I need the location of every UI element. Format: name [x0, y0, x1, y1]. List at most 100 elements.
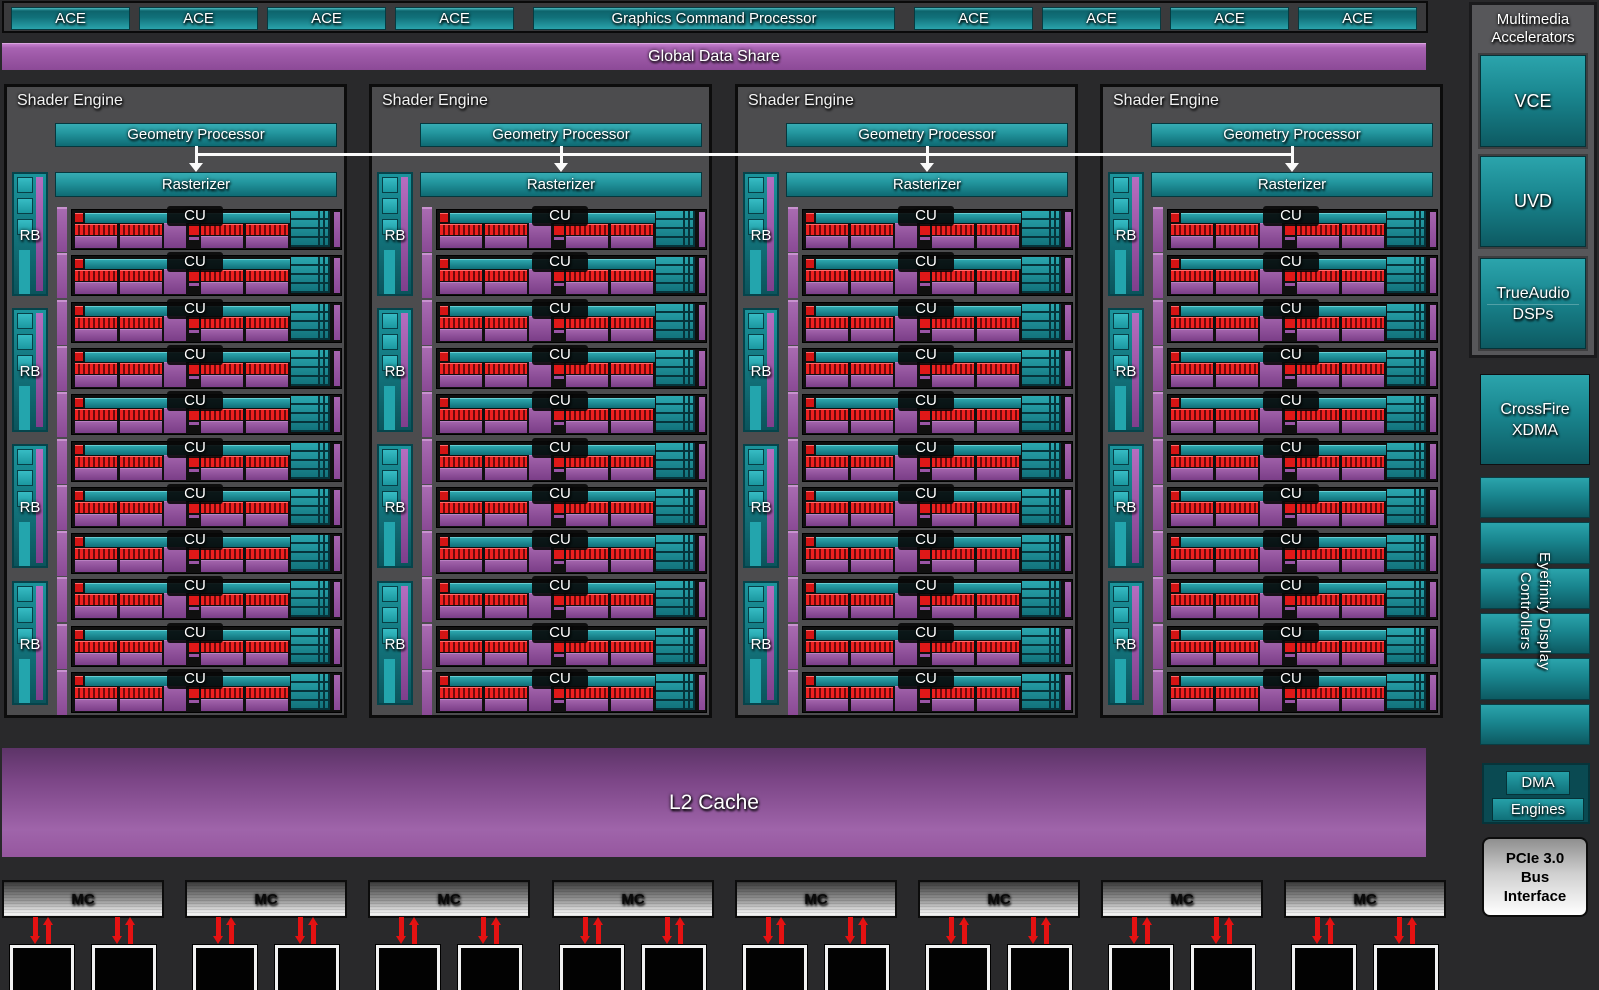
simd-purple-block	[566, 653, 608, 665]
simd-purple-block	[120, 699, 162, 711]
cu-texture-grid	[656, 674, 695, 710]
cu-label: CU	[532, 576, 588, 596]
up-arrow	[1325, 917, 1336, 944]
cu-red-dot	[1171, 491, 1179, 500]
cu-right-stripe	[334, 351, 340, 386]
geometry-processor: Geometry Processor	[786, 123, 1068, 147]
cu-red-dot	[806, 491, 814, 500]
cu-texture-grid	[1387, 443, 1426, 479]
up-arrow	[1041, 917, 1052, 944]
rb-solid-cell	[748, 198, 764, 214]
simd-purple-block	[932, 514, 974, 526]
rb-block: RB	[377, 308, 413, 432]
simd-red-block	[851, 687, 893, 698]
rb-solid-cell	[748, 586, 764, 602]
simd-purple-block	[611, 468, 653, 480]
simd-red-block	[977, 317, 1019, 328]
simd-purple-block	[201, 468, 243, 480]
cu-red-dot	[75, 630, 83, 639]
cu-side-bar	[57, 577, 67, 622]
simd-purple-block	[1171, 282, 1213, 294]
simd-red-block	[1342, 317, 1384, 328]
rb-grid-cell	[750, 555, 761, 566]
memory-chip	[642, 945, 706, 990]
rb-grid-cell	[1115, 670, 1126, 681]
cu-right-stripe	[1065, 675, 1071, 710]
simd-purple-block	[1342, 375, 1384, 387]
cu-red-dot	[440, 259, 448, 268]
cu-label: CU	[532, 438, 588, 458]
cu-texture-grid	[1387, 581, 1426, 617]
simd-purple-block	[201, 514, 243, 526]
cu-purple-square	[895, 269, 917, 294]
shader-engine-title: Shader Engine	[1113, 92, 1219, 110]
memory-chip	[1109, 945, 1173, 990]
simd-purple-block	[851, 606, 893, 618]
memory-controller: MC	[1101, 880, 1263, 918]
simd-red-block	[1342, 224, 1384, 235]
simd-purple-block	[440, 375, 482, 387]
cu-block: CU	[71, 487, 342, 528]
simd-purple-block	[1171, 236, 1213, 248]
cu-right-stripe	[1430, 258, 1436, 293]
rb-solid-cell	[748, 313, 764, 329]
cu-right-stripe	[1430, 305, 1436, 340]
cu-purple-square	[1260, 593, 1282, 618]
simd-purple-block	[611, 514, 653, 526]
simd-red-block	[120, 409, 162, 420]
simd-red-block	[611, 224, 653, 235]
cu-right-stripe	[699, 258, 705, 293]
simd-red-block	[977, 409, 1019, 420]
rb-grid-cell	[19, 397, 30, 408]
rasterizer: Rasterizer	[786, 172, 1068, 197]
cu-texture-grid	[1022, 443, 1061, 479]
up-arrow	[858, 917, 869, 944]
cu-block: CU	[1167, 487, 1438, 528]
rb-grid-cell	[384, 386, 395, 397]
cu-center-purple	[554, 654, 564, 657]
cu-right-stripe	[699, 351, 705, 386]
simd-purple-block	[75, 606, 117, 618]
simd-red-block	[75, 502, 117, 513]
simd-purple-block	[806, 606, 848, 618]
rb-grid-cell	[1115, 659, 1126, 670]
simd-red-block	[977, 456, 1019, 467]
simd-purple-block	[806, 282, 848, 294]
simd-purple-block	[440, 282, 482, 294]
simd-purple-block	[932, 653, 974, 665]
simd-red-block	[611, 502, 653, 513]
simd-red-block	[1216, 687, 1258, 698]
simd-red-block	[485, 641, 527, 652]
cu-side-bar	[1153, 577, 1163, 622]
simd-purple-block	[566, 282, 608, 294]
cu-red-dot	[440, 630, 448, 639]
simd-purple-block	[932, 375, 974, 387]
simd-red-block	[806, 224, 848, 235]
simd-purple-block	[440, 560, 482, 572]
cu-center-purple	[920, 330, 930, 333]
simd-red-block	[851, 363, 893, 374]
down-arrow	[1312, 917, 1323, 944]
simd-purple-block	[120, 560, 162, 572]
simd-purple-block	[201, 329, 243, 341]
cu-label: CU	[167, 345, 223, 365]
cu-block: CU	[71, 672, 342, 713]
simd-purple-block	[806, 329, 848, 341]
simd-purple-block	[851, 421, 893, 433]
simd-red-block	[851, 594, 893, 605]
cu-label: CU	[1263, 252, 1319, 272]
cu-purple-square	[895, 408, 917, 433]
cu-center-purple	[920, 654, 930, 657]
cu-right-stripe	[699, 582, 705, 617]
cu-right-stripe	[334, 397, 340, 432]
memory-controller: MC	[185, 880, 347, 918]
simd-red-block	[440, 317, 482, 328]
cu-purple-square	[529, 686, 551, 711]
cu-center-purple	[189, 700, 199, 703]
down-arrow	[845, 917, 856, 944]
rb-grid-cell	[750, 272, 761, 283]
rb-solid-cell	[17, 470, 33, 486]
cu-center-purple	[1285, 376, 1295, 379]
simd-purple-block	[1297, 282, 1339, 294]
cu-label: CU	[898, 669, 954, 689]
